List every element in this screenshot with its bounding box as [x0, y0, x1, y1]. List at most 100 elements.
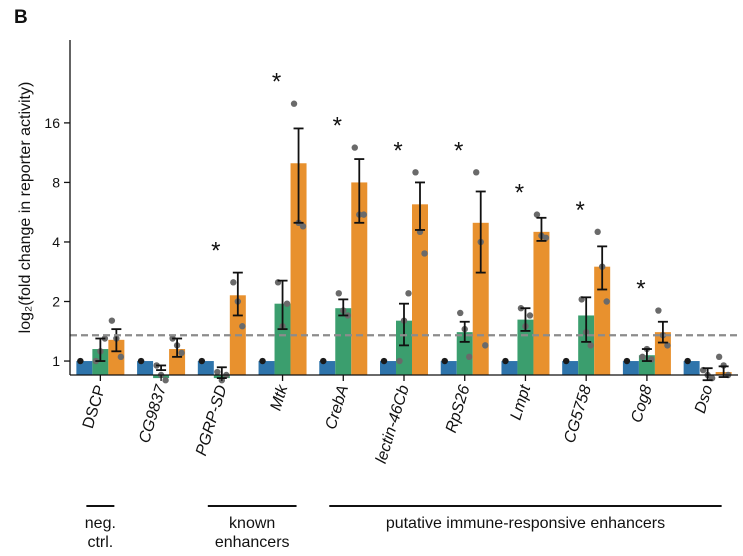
data-point: [421, 250, 428, 257]
category-label: Mtk: [268, 382, 292, 413]
bar: [456, 332, 473, 375]
error-bar: [172, 337, 183, 358]
y-axis-label: log₂(fold change in reporter activity): [17, 82, 34, 334]
bar: [92, 349, 109, 375]
data-point: [502, 357, 509, 365]
bar: [351, 182, 368, 375]
data-point: [623, 357, 631, 365]
bar: [258, 361, 275, 375]
error-bars: [95, 127, 729, 382]
data-point: [239, 323, 246, 330]
error-bar: [475, 190, 486, 274]
bar: [108, 339, 125, 375]
y-tick-label: 4: [52, 234, 60, 250]
data-point: [457, 309, 464, 317]
category-label: CrebA: [323, 383, 353, 431]
data-point: [290, 100, 298, 107]
y-tick-label: 16: [44, 115, 60, 131]
data-point: [137, 357, 145, 365]
y-tick-label: 2: [52, 294, 60, 310]
group-annotation: neg. ctrl.: [85, 505, 116, 551]
bar: [76, 361, 93, 375]
data-point: [526, 312, 534, 319]
error-bar: [597, 245, 608, 291]
error-bar: [354, 158, 365, 224]
y-tick-label: 8: [52, 174, 60, 190]
bar: [319, 361, 336, 375]
data-point: [259, 357, 266, 365]
group-label: known: [229, 515, 275, 532]
bar: [412, 204, 428, 375]
bar: [290, 163, 307, 375]
error-bar: [641, 348, 652, 362]
category-label: lectin-46Cb: [373, 383, 413, 465]
group-annotations: neg. ctrl. known enhancers putative immune-r…: [85, 505, 722, 551]
group-label: enhancers: [215, 534, 290, 551]
error-bar: [95, 337, 106, 362]
bar: [622, 361, 639, 375]
group-annotation: known enhancers: [207, 505, 297, 551]
bar: [472, 222, 489, 375]
data-point: [77, 357, 84, 365]
bar: [380, 361, 396, 375]
data-point: [655, 307, 662, 314]
data-point: [594, 228, 601, 236]
data-point: [380, 357, 388, 365]
error-bar: [415, 181, 425, 231]
data-point: [715, 353, 723, 361]
bar: [197, 361, 214, 375]
error-bar: [111, 328, 122, 353]
data-point: [351, 144, 358, 151]
data-point: [335, 290, 342, 297]
significance-star: *: [636, 276, 645, 303]
significance-markers: * * * * * * * *: [211, 69, 645, 303]
data-point: [360, 211, 367, 218]
category-label: CG9837: [136, 382, 170, 445]
significance-star: *: [454, 137, 463, 164]
data-point: [542, 234, 550, 241]
data-point: [482, 342, 489, 349]
error-bar: [156, 364, 167, 371]
group-label: ctrl.: [87, 534, 113, 551]
data-point: [441, 357, 448, 365]
bar: [274, 303, 291, 375]
data-point: [117, 353, 125, 361]
group-annotation: putative immune-responsive enhancers: [329, 505, 722, 532]
data-point: [396, 357, 403, 365]
bar: [137, 361, 154, 375]
bar: [501, 361, 518, 375]
data-point: [562, 357, 570, 365]
data-point: [162, 377, 169, 384]
significance-star: *: [515, 180, 524, 207]
bar: [533, 231, 550, 375]
data-point: [299, 223, 307, 230]
category-labels: DSCP CG9837 PGRP-SD Mtk CrebA lectin-46Cb RpS2…: [80, 375, 716, 466]
panel-label: B: [14, 7, 28, 28]
significance-star: *: [393, 137, 402, 164]
error-bar: [399, 302, 409, 347]
data-point: [178, 349, 185, 357]
error-bar: [536, 216, 547, 242]
data-point: [214, 368, 221, 376]
significance-star: *: [211, 238, 220, 265]
bar: [517, 319, 534, 375]
error-bar: [520, 307, 531, 332]
error-bar: [232, 271, 243, 317]
error-bar: [657, 320, 668, 344]
data-point: [283, 300, 291, 307]
error-bar: [338, 298, 349, 317]
bar: [578, 315, 595, 375]
bar: [683, 361, 700, 375]
error-bar: [277, 279, 288, 331]
data-point: [198, 357, 206, 365]
data-point: [412, 169, 419, 176]
data-point: [473, 169, 480, 176]
data-point: [587, 342, 594, 349]
axes: 1 2 4 8 16: [44, 40, 738, 376]
significance-star: *: [576, 197, 585, 224]
category-label: CG5758: [561, 383, 595, 445]
data-point: [684, 357, 691, 365]
error-bar: [293, 127, 304, 224]
bar: [594, 266, 611, 375]
